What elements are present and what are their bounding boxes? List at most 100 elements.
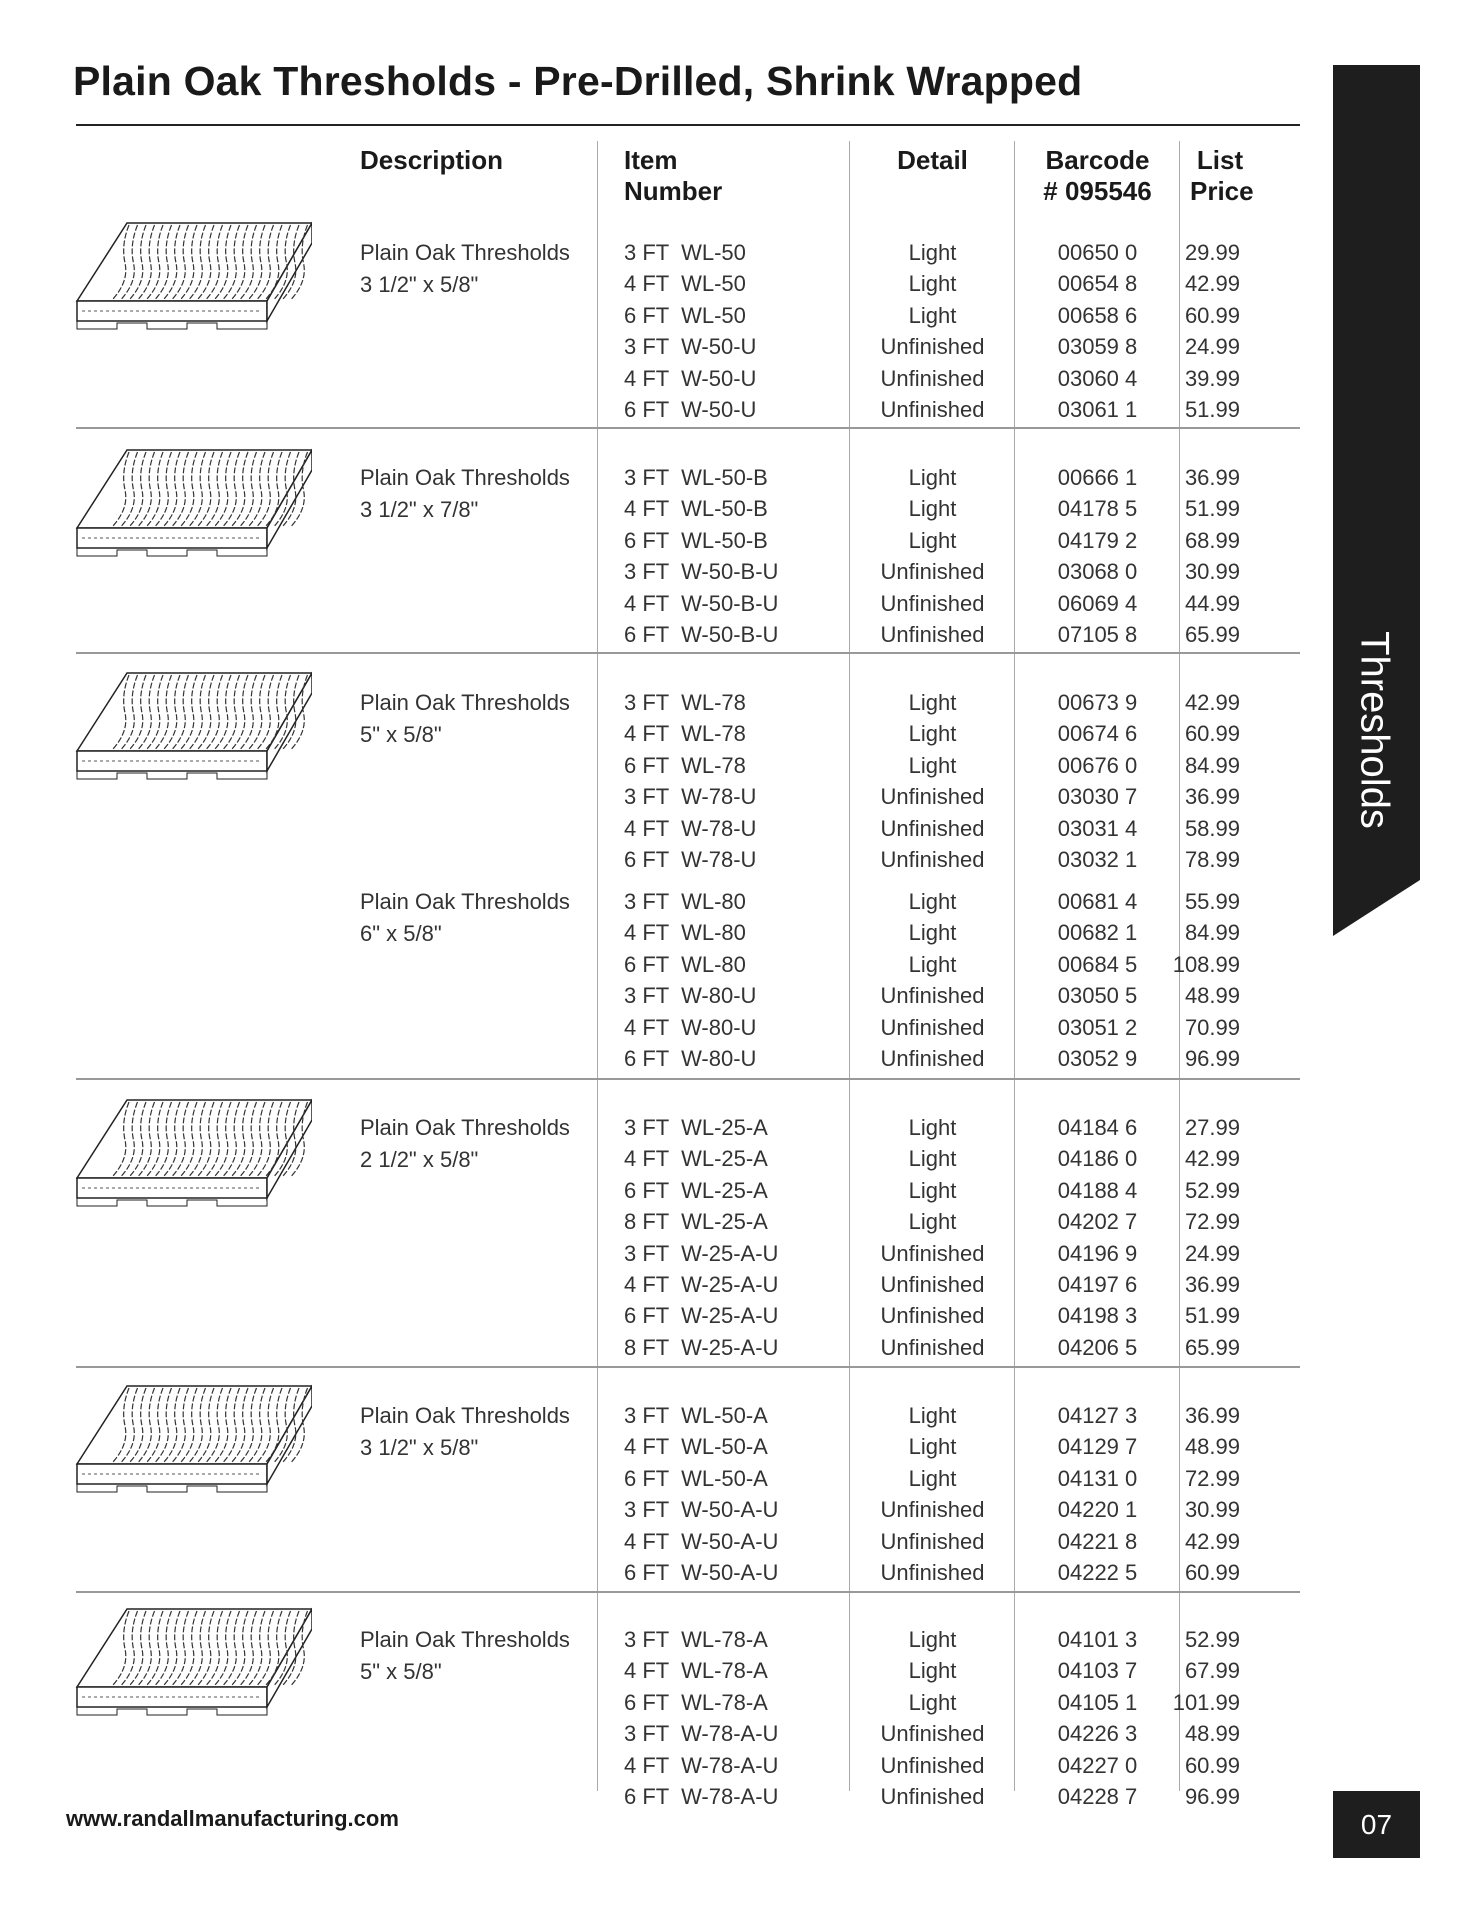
description-size: 3 1/2" x 5/8" xyxy=(360,272,479,297)
item-price: 60.99 xyxy=(1184,1753,1240,1778)
item-detail: Unfinished xyxy=(880,1046,985,1071)
item-code: W-78-U xyxy=(681,816,757,841)
item-price: 65.99 xyxy=(1184,1335,1240,1360)
item-code: WL-80 xyxy=(681,952,746,977)
header-item-number: Item Number xyxy=(624,145,722,207)
item-number: 4 FT W-25-A-U xyxy=(624,1269,778,1300)
item-barcode: 04227 0 xyxy=(1057,1753,1138,1778)
item-barcode: 03031 4 xyxy=(1057,816,1138,841)
item-length: 4 FT xyxy=(624,1434,669,1459)
item-detail: Light xyxy=(908,271,957,296)
item-barcode: 03060 4 xyxy=(1057,366,1138,391)
item-number: 4 FT WL-78 xyxy=(624,718,746,749)
item-number: 3 FT W-50-B-U xyxy=(624,556,778,587)
item-number: 3 FT WL-78 xyxy=(624,687,746,718)
item-length: 6 FT xyxy=(624,1560,669,1585)
item-detail: Unfinished xyxy=(880,816,985,841)
item-number: 4 FT W-78-A-U xyxy=(624,1750,778,1781)
section-tab-label: Thresholds xyxy=(1352,631,1397,829)
item-price: 52.99 xyxy=(1184,1178,1240,1203)
item-length: 6 FT xyxy=(624,1046,669,1071)
spacer xyxy=(669,303,681,328)
header-price: List Price xyxy=(1190,145,1254,207)
item-number: 6 FT WL-50-A xyxy=(624,1463,768,1494)
item-number: 6 FT WL-78 xyxy=(624,750,746,781)
threshold-illustration xyxy=(67,447,314,568)
item-code: WL-78-A xyxy=(681,1627,768,1652)
spacer xyxy=(669,1178,681,1203)
item-length: 6 FT xyxy=(624,1690,669,1715)
spacer xyxy=(669,816,681,841)
item-barcode: 00676 0 xyxy=(1057,753,1138,778)
item-code: W-50-U xyxy=(681,334,757,359)
item-code: WL-50 xyxy=(681,271,746,296)
item-price: 30.99 xyxy=(1184,559,1240,584)
item-detail: Unfinished xyxy=(880,366,985,391)
item-number: 4 FT W-78-U xyxy=(624,813,756,844)
item-detail: Unfinished xyxy=(880,1335,985,1360)
spacer xyxy=(669,528,681,553)
description-size: 6" x 5/8" xyxy=(360,921,442,946)
item-detail: Unfinished xyxy=(880,622,985,647)
item-length: 6 FT xyxy=(624,528,669,553)
item-price: 60.99 xyxy=(1184,1560,1240,1585)
item-barcode: 00684 5 xyxy=(1057,952,1138,977)
item-detail: Light xyxy=(908,1434,957,1459)
spacer xyxy=(669,1434,681,1459)
item-number: 8 FT W-25-A-U xyxy=(624,1332,778,1363)
item-detail: Unfinished xyxy=(880,591,985,616)
item-barcode: 06069 4 xyxy=(1057,591,1138,616)
item-barcode: 00666 1 xyxy=(1057,465,1138,490)
item-number: 3 FT WL-78-A xyxy=(624,1624,768,1655)
item-barcode: 04197 6 xyxy=(1057,1272,1138,1297)
spacer xyxy=(669,271,681,296)
item-code: W-50-U xyxy=(681,366,757,391)
spacer xyxy=(669,1209,681,1234)
item-barcode: 00674 6 xyxy=(1057,721,1138,746)
item-price: 51.99 xyxy=(1184,1303,1240,1328)
item-detail: Unfinished xyxy=(880,784,985,809)
spacer xyxy=(669,1690,681,1715)
spacer xyxy=(669,1466,681,1491)
item-code: WL-50-B xyxy=(681,496,768,521)
description-size: 2 1/2" x 5/8" xyxy=(360,1147,479,1172)
item-detail: Light xyxy=(908,753,957,778)
header-description: Description xyxy=(360,145,504,175)
spacer xyxy=(669,1658,681,1683)
item-price: 65.99 xyxy=(1184,622,1240,647)
item-number: 6 FT W-50-A-U xyxy=(624,1557,778,1588)
item-detail: Unfinished xyxy=(880,847,985,872)
threshold-illustration xyxy=(67,1606,314,1727)
item-number: 8 FT WL-25-A xyxy=(624,1206,768,1237)
item-code: WL-25-A xyxy=(681,1178,768,1203)
item-number: 3 FT WL-50-A xyxy=(624,1400,768,1431)
item-barcode: 03051 2 xyxy=(1057,1015,1138,1040)
column-divider xyxy=(1179,141,1180,1791)
item-number: 4 FT WL-50-B xyxy=(624,493,768,524)
item-code: WL-80 xyxy=(681,889,746,914)
item-number: 3 FT W-50-A-U xyxy=(624,1494,778,1525)
item-price: 60.99 xyxy=(1184,721,1240,746)
item-number: 6 FT W-78-A-U xyxy=(624,1781,778,1812)
item-number: 6 FT W-80-U xyxy=(624,1043,756,1074)
item-length: 6 FT xyxy=(624,753,669,778)
spacer xyxy=(669,1627,681,1652)
item-detail: Unfinished xyxy=(880,1560,985,1585)
item-price: 27.99 xyxy=(1184,1115,1240,1140)
section-divider xyxy=(76,1591,1300,1593)
item-number: 3 FT W-50-U xyxy=(624,331,756,362)
footer-website[interactable]: www.randallmanufacturing.com xyxy=(66,1806,399,1831)
item-barcode: 04196 9 xyxy=(1057,1241,1138,1266)
item-number: 3 FT WL-80 xyxy=(624,886,746,917)
item-length: 4 FT xyxy=(624,366,669,391)
spacer xyxy=(669,465,681,490)
item-code: WL-50-B xyxy=(681,465,768,490)
item-number: 3 FT WL-25-A xyxy=(624,1112,768,1143)
item-length: 6 FT xyxy=(624,622,669,647)
item-length: 4 FT xyxy=(624,1146,669,1171)
item-barcode: 04206 5 xyxy=(1057,1335,1138,1360)
description-name: Plain Oak Thresholds xyxy=(360,690,570,715)
spacer xyxy=(669,622,681,647)
item-code: WL-50 xyxy=(681,240,746,265)
section-divider xyxy=(76,652,1300,654)
